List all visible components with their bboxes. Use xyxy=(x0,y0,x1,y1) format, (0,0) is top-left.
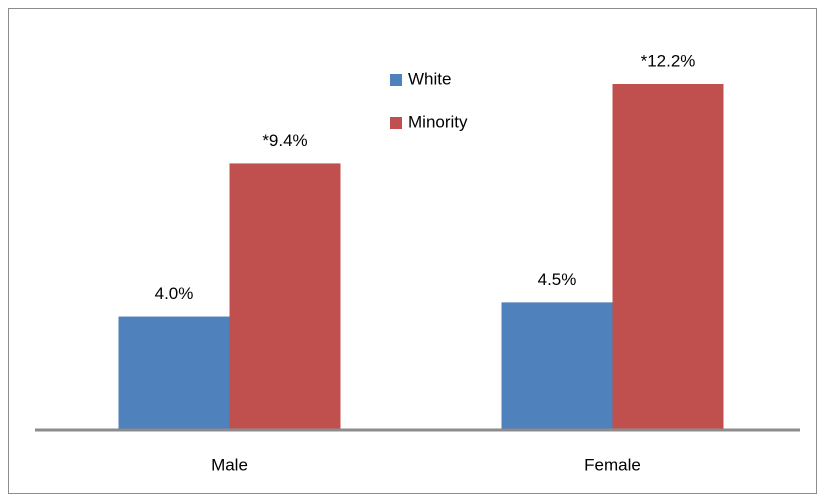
x-tick-label: Female xyxy=(584,455,641,474)
legend-swatch xyxy=(390,117,402,129)
bar xyxy=(612,84,724,430)
x-tick-label: Male xyxy=(211,455,248,474)
legend-label: Minority xyxy=(408,112,468,131)
bar xyxy=(229,163,341,430)
bar xyxy=(118,316,230,430)
data-label: *12.2% xyxy=(641,51,696,70)
data-label: 4.5% xyxy=(538,270,577,289)
bar xyxy=(501,302,613,430)
legend-swatch xyxy=(390,74,402,86)
data-label: *9.4% xyxy=(262,131,307,150)
legend-label: White xyxy=(408,69,451,88)
data-label: 4.0% xyxy=(155,284,194,303)
